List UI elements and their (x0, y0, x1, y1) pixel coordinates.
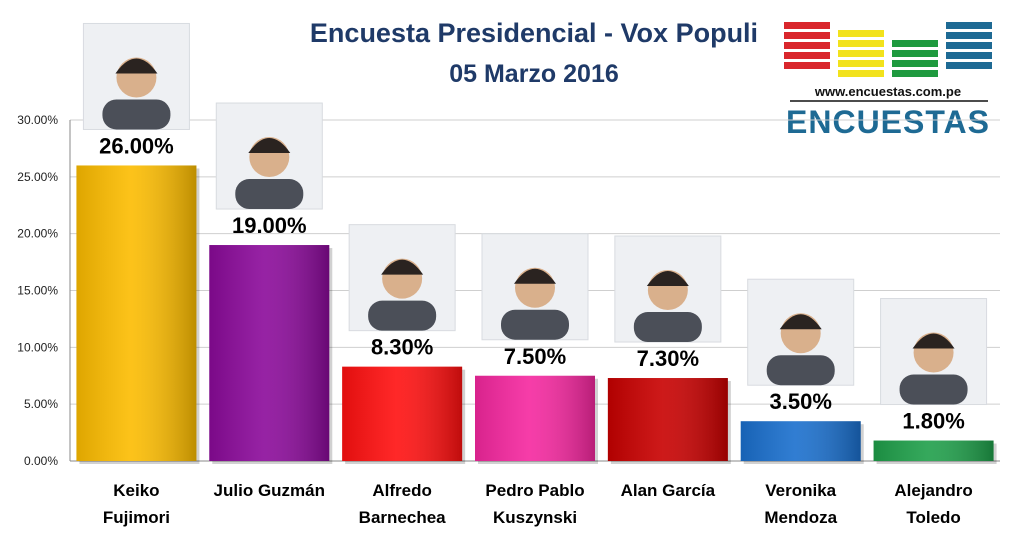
y-tick-label: 15.00% (17, 284, 58, 298)
candidate-photo (215, 102, 323, 210)
bar-gloss (209, 245, 330, 461)
value-label: 26.00% (99, 133, 174, 158)
logo-wordmark: ENCUESTAS (786, 104, 990, 140)
category-label: Pedro Pablo Kuszynski (485, 481, 584, 527)
category-label: Veronika Mendoza (764, 481, 837, 527)
value-label: 19.00% (232, 213, 307, 238)
category-label: Julio Guzmán (214, 481, 325, 500)
category-label: Alejandro Toledo (894, 481, 972, 527)
y-tick-label: 20.00% (17, 227, 58, 241)
y-tick-label: 30.00% (17, 113, 58, 127)
value-label: 7.50% (504, 344, 566, 369)
y-tick-label: 25.00% (17, 170, 58, 184)
bar-gloss (475, 375, 595, 461)
candidate-photo (880, 298, 988, 406)
category-label: Alan García (621, 481, 716, 500)
bar-gloss (607, 378, 728, 461)
y-tick-label: 10.00% (17, 340, 58, 354)
candidate-photos (82, 22, 988, 406)
value-label: 8.30% (371, 335, 433, 360)
y-tick-label: 5.00% (24, 397, 58, 411)
chart-subtitle: 05 Marzo 2016 (449, 60, 619, 88)
candidate-photo (82, 22, 190, 130)
logo-bars-icon (784, 22, 992, 77)
bar-gloss (342, 366, 463, 461)
bar-gloss (740, 421, 861, 461)
value-labels: 26.00% 19.00% 8.30% 7.50% 7.30% 3.50% 1.80% (99, 133, 965, 433)
value-label: 7.30% (637, 346, 699, 371)
bars (76, 165, 997, 464)
y-axis: 0.00% 5.00% 10.00% 15.00% 20.00% 25.00% 30.00% (17, 113, 58, 468)
value-label: 3.50% (770, 389, 832, 414)
category-label: Alfredo Barnechea (359, 481, 446, 527)
y-tick-label: 0.00% (24, 454, 58, 468)
category-label: Keiko Fujimori (103, 481, 170, 527)
value-label: 1.80% (902, 409, 964, 434)
bar-gloss (76, 165, 197, 461)
candidate-photo (481, 233, 589, 341)
candidate-photo (348, 224, 456, 332)
chart-title: Encuesta Presidencial - Vox Populi (310, 18, 758, 48)
bar-gloss (873, 440, 994, 461)
candidate-photo (747, 278, 855, 386)
x-axis: Keiko Fujimori Julio Guzmán Alfredo Barneche… (103, 481, 973, 527)
encuestas-logo: www.encuestas.com.pe ENCUESTAS (784, 22, 992, 140)
logo-url: www.encuestas.com.pe (814, 84, 961, 99)
candidate-photo (614, 235, 722, 343)
